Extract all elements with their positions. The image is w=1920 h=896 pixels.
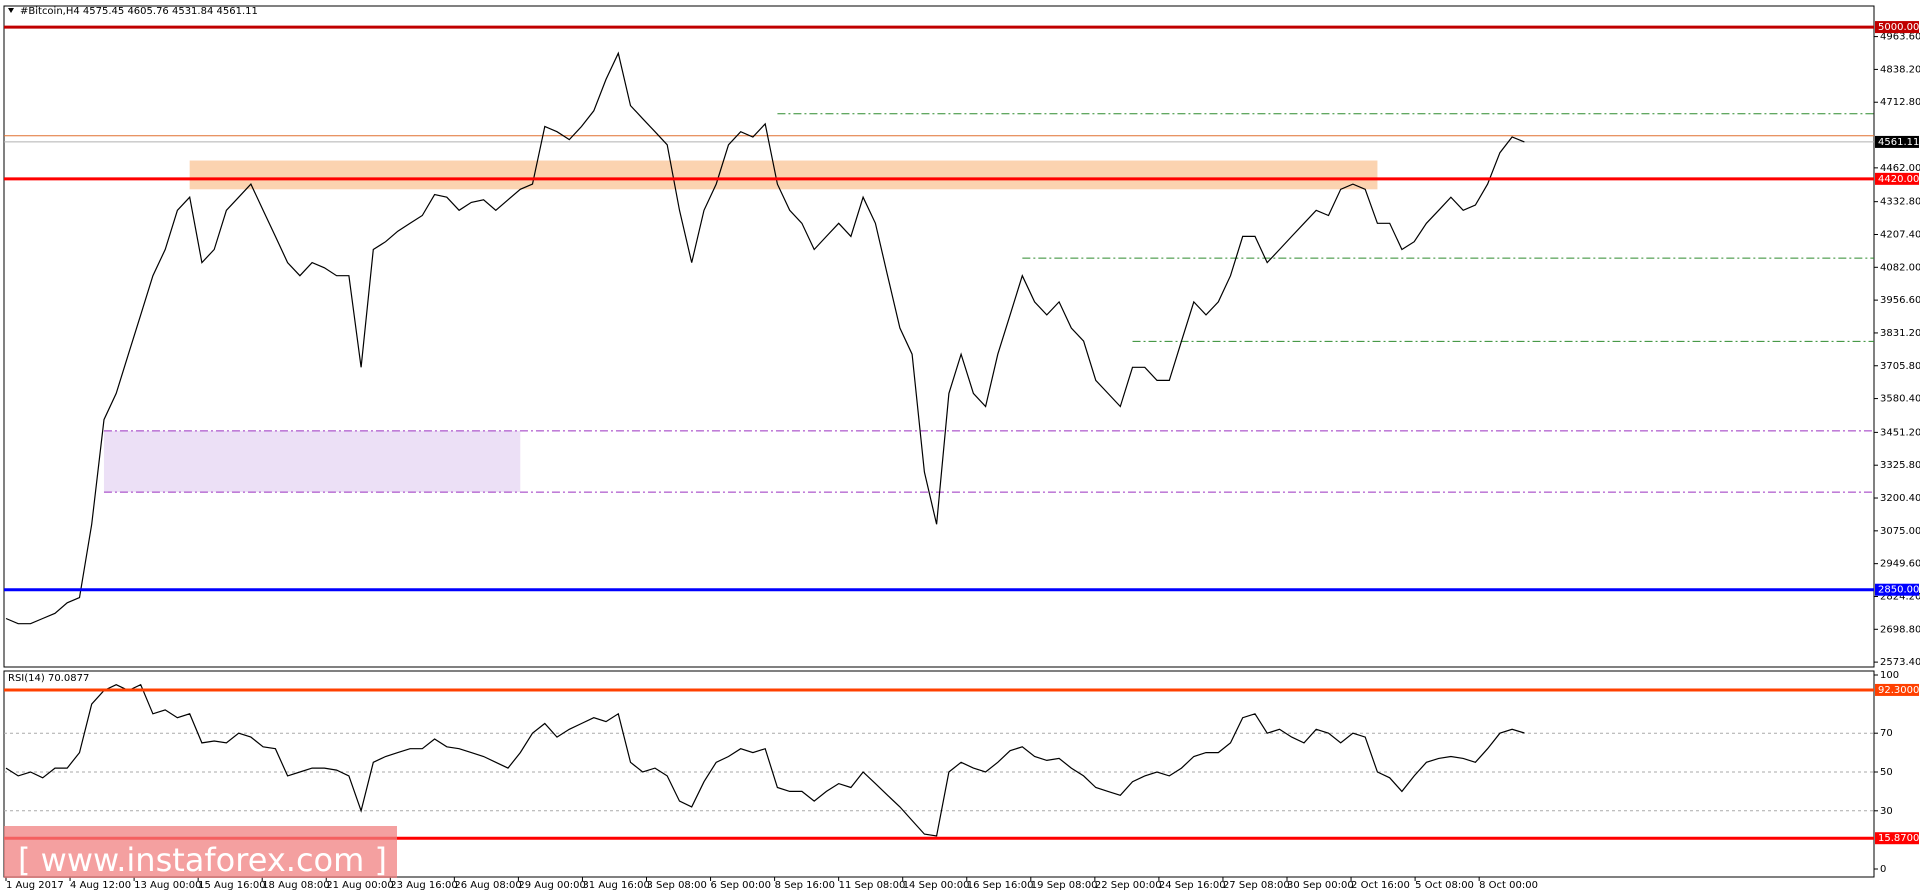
x-tick-label: 18 Aug 08:00 <box>262 880 329 891</box>
x-tick-label: 16 Sep 16:00 <box>967 880 1034 891</box>
x-tick-label: 6 Sep 00:00 <box>711 880 771 891</box>
y-tick-label: 3075.00 <box>1880 526 1920 537</box>
y-tick-label: 4838.20 <box>1880 64 1920 75</box>
y-tick-label: 3705.80 <box>1880 361 1920 372</box>
x-tick-label: 8 Sep 16:00 <box>775 880 835 891</box>
x-tick-label: 8 Oct 00:00 <box>1479 880 1538 891</box>
x-tick-label: 15 Aug 16:00 <box>198 880 265 891</box>
y-tick-label: 2698.80 <box>1880 624 1920 635</box>
level-label-box <box>1875 832 1919 845</box>
x-tick-label: 29 Aug 00:00 <box>518 880 585 891</box>
y-tick-label: 4207.40 <box>1880 229 1920 240</box>
x-tick-label: 1 Aug 2017 <box>6 880 64 891</box>
x-tick-label: 22 Sep 00:00 <box>1095 880 1162 891</box>
y-tick-label: 4332.80 <box>1880 197 1920 208</box>
level-label: 4420.00 <box>1878 174 1919 185</box>
level-label-box <box>1875 172 1919 185</box>
rsi-header: RSI(14) 70.0877 <box>8 673 89 684</box>
y-tick-label: 3451.20 <box>1880 427 1920 438</box>
watermark: [ www.instaforex.com ] <box>18 841 387 879</box>
x-tick-label: 24 Sep 16:00 <box>1159 880 1226 891</box>
zone <box>103 430 521 493</box>
watermark-box <box>4 826 397 878</box>
y-tick-label: 3200.40 <box>1880 493 1920 504</box>
y-tick-label: 3325.80 <box>1880 460 1920 471</box>
x-tick-label: 14 Sep 00:00 <box>903 880 970 891</box>
x-tick-label: 23 Aug 16:00 <box>390 880 457 891</box>
x-tick-label: 5 Oct 08:00 <box>1415 880 1474 891</box>
x-tick-label: 3 Sep 08:00 <box>647 880 707 891</box>
y-tick-label: 4082.00 <box>1880 262 1920 273</box>
level-label: 5000.00 <box>1878 22 1919 33</box>
last-price-label-box <box>1875 135 1919 148</box>
x-tick-label: 13 Aug 00:00 <box>134 880 201 891</box>
price-line <box>5 683 1525 837</box>
last-price-label: 4561.11 <box>1878 137 1919 148</box>
level-label-box <box>1875 683 1919 696</box>
y-tick-label: 3956.60 <box>1880 295 1920 306</box>
y-tick-label: 50 <box>1880 767 1893 778</box>
x-tick-label: 26 Aug 08:00 <box>454 880 521 891</box>
x-tick-label: 11 Sep 08:00 <box>839 880 906 891</box>
level-label: 15.8700 <box>1878 833 1919 844</box>
y-tick-label: 30 <box>1880 806 1893 817</box>
price-line <box>5 51 1525 625</box>
x-tick-label: 27 Sep 08:00 <box>1223 880 1290 891</box>
x-tick-label: 30 Sep 00:00 <box>1287 880 1354 891</box>
y-tick-label: 70 <box>1880 728 1893 739</box>
x-tick-label: 21 Aug 00:00 <box>326 880 393 891</box>
menu-triangle[interactable] <box>8 8 14 13</box>
y-tick-label: 4462.00 <box>1880 163 1920 174</box>
y-tick-label: 2949.60 <box>1880 559 1920 570</box>
x-tick-label: 31 Aug 16:00 <box>582 880 649 891</box>
y-tick-label: 0 <box>1880 864 1886 875</box>
level-label: 92.3000 <box>1878 685 1919 696</box>
x-tick-label: 4 Aug 12:00 <box>70 880 131 891</box>
y-tick-label: 2573.40 <box>1880 657 1920 668</box>
y-tick-label: 3580.40 <box>1880 394 1920 405</box>
level-label-box <box>1875 583 1919 596</box>
y-tick-label: 4963.60 <box>1880 32 1920 43</box>
rsi-panel-frame <box>3 670 1875 878</box>
zone <box>189 160 1378 190</box>
price-panel-frame <box>3 5 1875 668</box>
price-header: #Bitcoin,H4 4575.45 4605.76 4531.84 4561… <box>20 6 258 17</box>
y-tick-label: 4712.80 <box>1880 97 1920 108</box>
y-tick-label: 2824.20 <box>1880 591 1920 602</box>
level-label: 2850.00 <box>1878 585 1919 596</box>
x-tick-label: 19 Sep 08:00 <box>1031 880 1098 891</box>
x-tick-label: 2 Oct 16:00 <box>1351 880 1410 891</box>
y-tick-label: 3831.20 <box>1880 328 1920 339</box>
y-tick-label: 100 <box>1880 670 1899 681</box>
level-label-box <box>1875 21 1919 34</box>
